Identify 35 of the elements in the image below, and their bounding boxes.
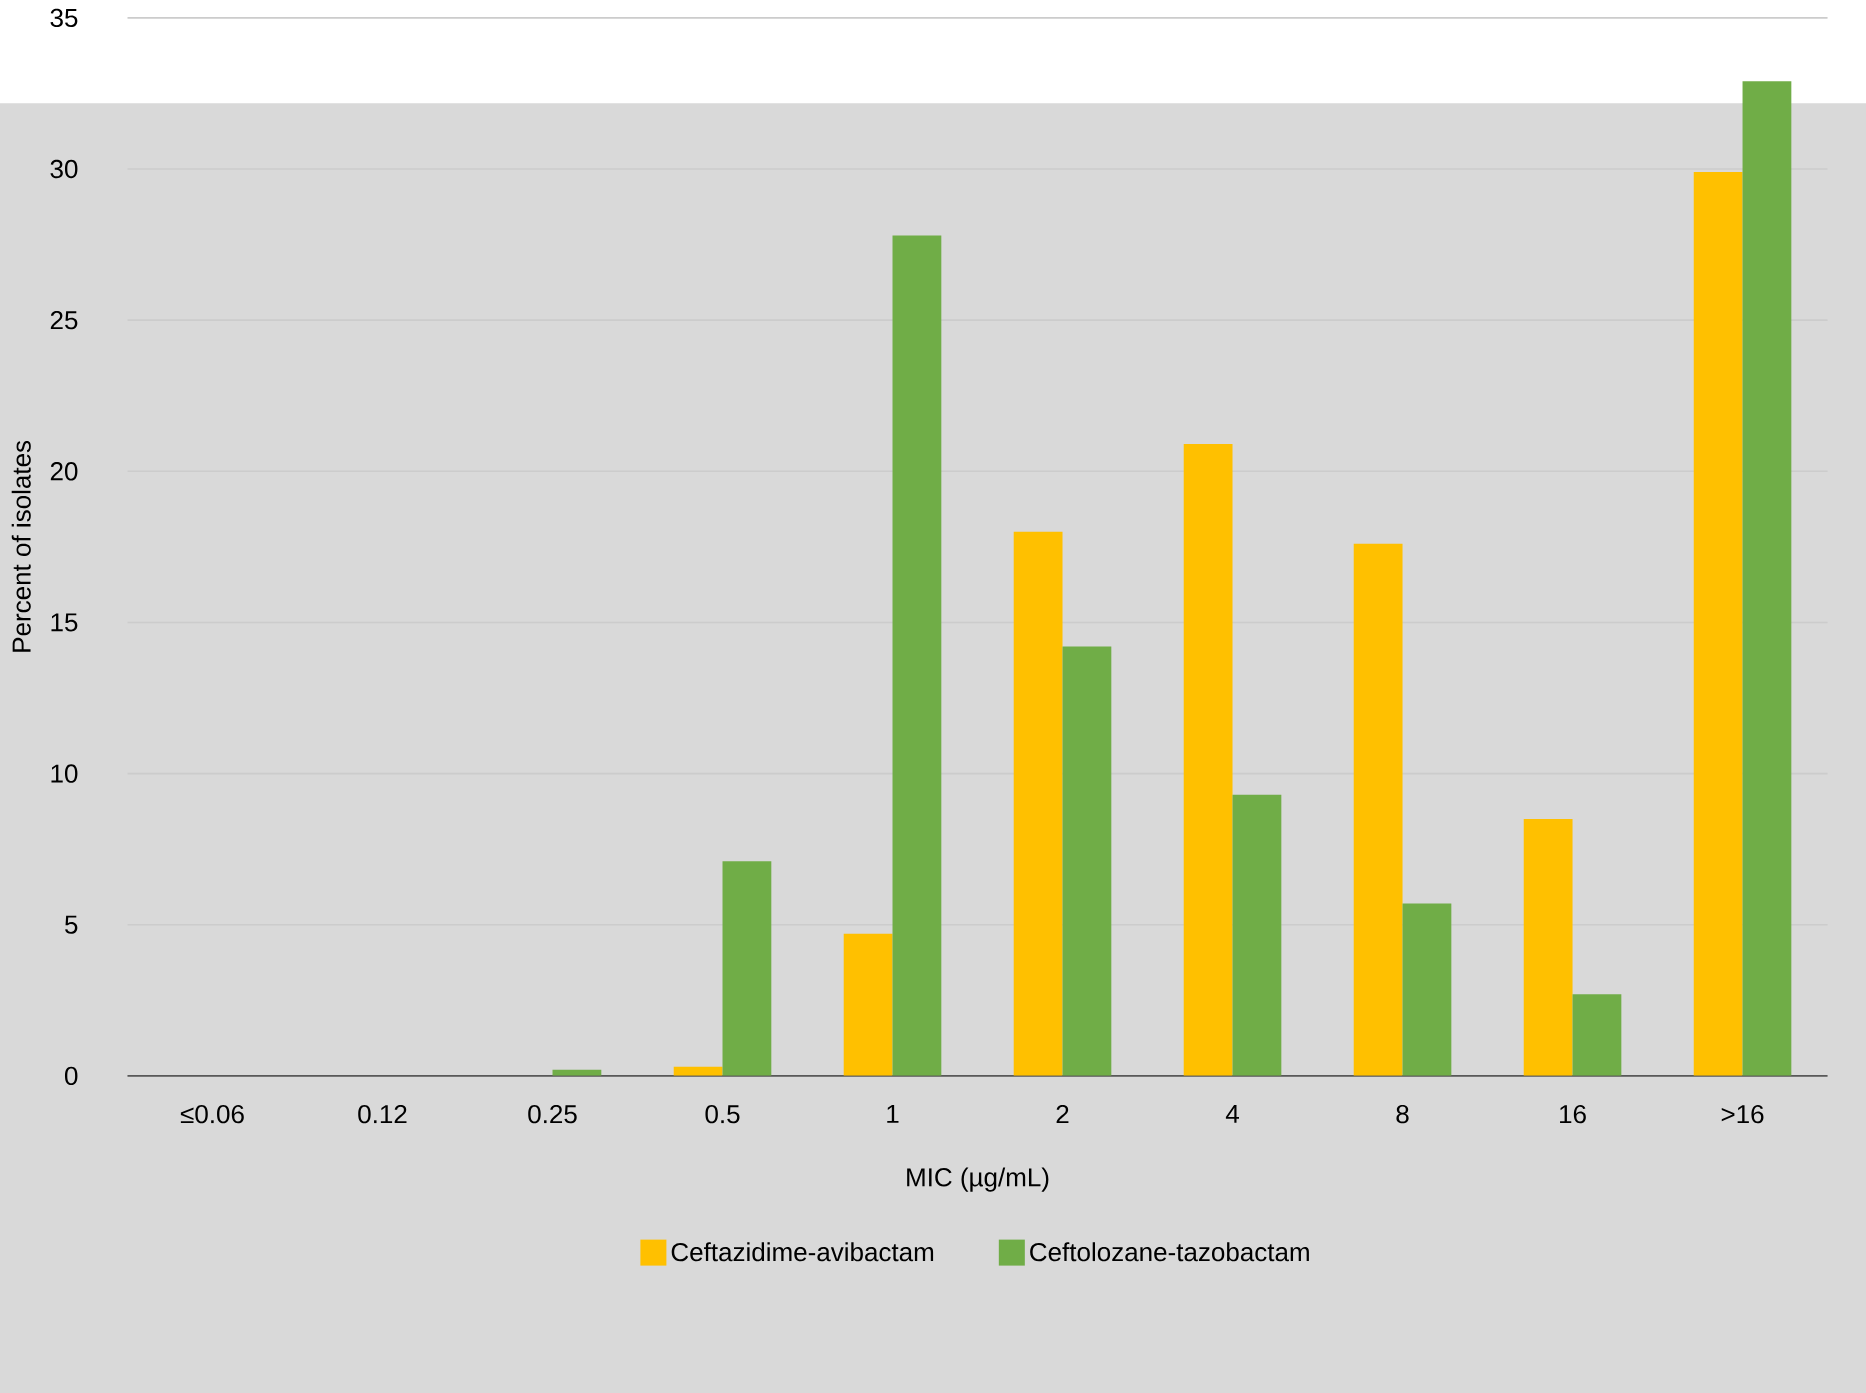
bar bbox=[1693, 171, 1743, 1076]
y-tick-label: 15 bbox=[51, 613, 78, 632]
y-tick-label: 10 bbox=[51, 764, 78, 783]
bar bbox=[1013, 531, 1063, 1076]
bar bbox=[1523, 818, 1573, 1076]
y-tick-label: 20 bbox=[50, 461, 78, 481]
x-tick-label: 4 bbox=[1225, 1104, 1239, 1123]
x-tick-label: 2 bbox=[1056, 1104, 1069, 1123]
y-tick-label: 0 bbox=[64, 1066, 78, 1085]
bar bbox=[1402, 903, 1452, 1076]
legend-label: Ceftolozane-tazobactam bbox=[1030, 1242, 1309, 1262]
x-tick-label: 16 bbox=[1560, 1104, 1586, 1124]
bar bbox=[1353, 543, 1403, 1076]
x-tick-label: ≤0.06 bbox=[180, 1104, 244, 1124]
x-tick-label: 0.5 bbox=[705, 1104, 740, 1124]
bar bbox=[892, 235, 942, 1076]
bar bbox=[843, 933, 893, 1076]
bar bbox=[1232, 794, 1282, 1076]
y-tick-label: 30 bbox=[50, 159, 78, 179]
bar bbox=[722, 861, 772, 1076]
bar bbox=[1742, 81, 1792, 1076]
x-tick-label: 0.12 bbox=[358, 1104, 407, 1124]
bar bbox=[1183, 443, 1233, 1076]
y-axis-title: Percent of isolates bbox=[11, 440, 31, 652]
x-tick-label: 1 bbox=[887, 1104, 899, 1123]
bar bbox=[1572, 994, 1622, 1076]
x-tick-label: >16 bbox=[1721, 1104, 1764, 1124]
x-axis-title: MIC (µg/mL) bbox=[907, 1167, 1049, 1192]
y-tick-label: 5 bbox=[65, 915, 78, 934]
legend-label: Ceftazidime-avibactam bbox=[671, 1242, 934, 1262]
x-tick-label: 8 bbox=[1396, 1104, 1409, 1124]
y-tick-label: 35 bbox=[50, 8, 78, 27]
y-tick-label: 25 bbox=[50, 310, 78, 330]
x-tick-label: 0.25 bbox=[528, 1104, 577, 1124]
bar bbox=[1062, 646, 1112, 1076]
